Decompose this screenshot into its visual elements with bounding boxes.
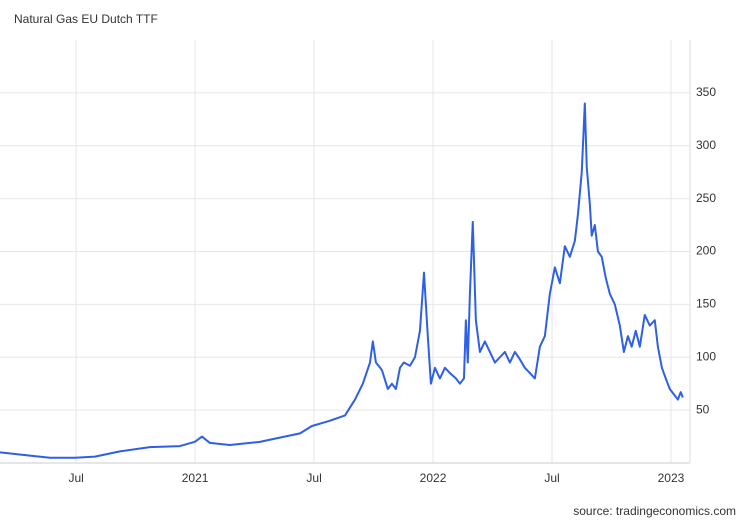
price-line: [0, 102, 684, 459]
x-tick-label: Jul: [306, 471, 321, 485]
y-tick-label: 50: [696, 402, 710, 416]
x-tick-label: Jul: [544, 471, 559, 485]
y-tick-label: 100: [696, 349, 716, 363]
y-tick-label: 350: [696, 85, 716, 99]
y-tick-label: 300: [696, 138, 716, 152]
chart-title: Natural Gas EU Dutch TTF: [14, 12, 158, 26]
x-tick-label: 2023: [658, 471, 685, 485]
y-tick-label: 250: [696, 191, 716, 205]
x-tick-label: 2022: [420, 471, 447, 485]
x-tick-label: 2021: [182, 471, 209, 485]
y-tick-label: 200: [696, 244, 716, 258]
x-tick-label: Jul: [68, 471, 83, 485]
y-tick-label: 150: [696, 297, 716, 311]
source-note: source: tradingeconomics.com: [573, 504, 736, 518]
